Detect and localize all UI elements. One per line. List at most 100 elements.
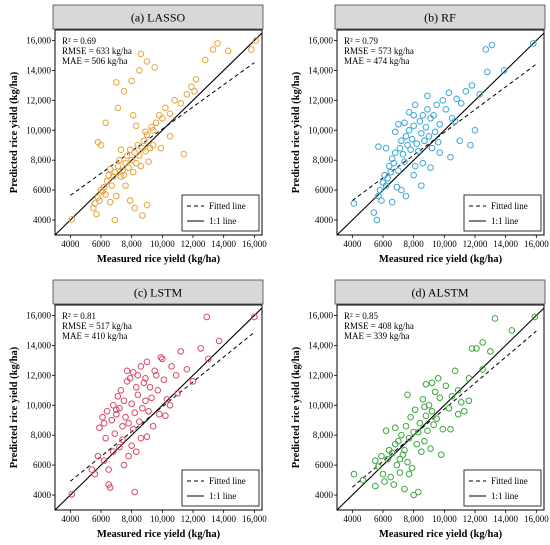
data-point — [479, 366, 486, 373]
data-point — [482, 46, 490, 53]
x-tick-label: 12,000 — [181, 239, 206, 249]
data-point — [395, 437, 402, 445]
stat-line: RMSE = 408 kg/ha — [344, 321, 414, 331]
data-point — [162, 412, 169, 420]
y-tick-label: 12,000 — [26, 370, 51, 380]
data-point — [398, 186, 405, 194]
x-tick-label: 8,000 — [122, 514, 143, 524]
data-point — [224, 47, 232, 55]
data-point — [131, 204, 139, 212]
data-point — [142, 128, 149, 136]
data-point — [126, 146, 134, 154]
panel-title: (a) LASSO — [131, 11, 186, 25]
data-point — [428, 144, 436, 152]
data-point — [120, 397, 128, 405]
data-point — [90, 204, 97, 212]
data-point — [428, 407, 436, 415]
data-point — [382, 427, 390, 434]
data-point — [370, 209, 378, 216]
x-tick-label: 6000 — [92, 239, 111, 249]
data-point — [419, 111, 427, 119]
data-point — [159, 114, 166, 122]
data-point — [372, 482, 379, 490]
data-point — [134, 372, 142, 379]
data-point — [111, 216, 119, 224]
data-point — [183, 91, 191, 98]
data-point — [424, 106, 431, 113]
data-point — [149, 422, 157, 430]
data-point — [94, 452, 102, 460]
data-point — [465, 375, 473, 382]
stat-line: MAE = 506 kg/ha — [62, 56, 127, 66]
y-tick-label: 4000 — [315, 215, 334, 225]
panel-title-bar — [334, 279, 546, 305]
data-point — [103, 177, 111, 185]
data-point — [424, 427, 431, 434]
panel-title: (c) LSTM — [134, 286, 183, 300]
panel-title-bar — [334, 4, 546, 30]
y-tick-label: 6000 — [33, 185, 52, 195]
data-point — [109, 173, 117, 180]
y-tick-label: 14,000 — [26, 65, 51, 75]
data-point — [143, 58, 151, 65]
stat-line: MAE = 339 kg/ha — [344, 331, 409, 341]
data-point — [102, 191, 109, 198]
data-point — [117, 146, 125, 154]
legend-fitted-label: Fitted line — [491, 201, 528, 211]
data-point — [109, 448, 117, 455]
data-point — [410, 491, 417, 499]
data-point — [106, 165, 114, 173]
data-point — [425, 132, 433, 140]
data-point — [396, 455, 404, 463]
data-point — [191, 88, 198, 95]
data-point — [252, 37, 260, 44]
data-point — [439, 425, 447, 433]
data-point — [108, 416, 116, 424]
data-point — [131, 149, 139, 157]
data-point — [401, 485, 408, 493]
data-point — [401, 158, 408, 165]
x-tick-label: 6000 — [374, 239, 393, 249]
data-point — [427, 164, 434, 171]
data-point — [111, 430, 119, 437]
data-point — [388, 449, 396, 457]
data-point — [126, 197, 134, 204]
stat-line: RMSE = 633 kg/ha — [62, 46, 132, 56]
data-point — [388, 198, 396, 206]
data-point — [483, 68, 491, 76]
fitted-line — [352, 330, 537, 488]
one-to-one-line — [337, 32, 544, 235]
data-point — [445, 404, 453, 412]
legend-box — [181, 469, 260, 507]
data-point — [468, 345, 476, 352]
data-point — [149, 126, 157, 134]
data-point — [126, 375, 134, 382]
data-point — [350, 200, 358, 207]
data-point — [410, 171, 417, 179]
data-point — [163, 395, 171, 403]
data-point — [172, 372, 180, 379]
x-tick-label: 14,000 — [211, 514, 236, 524]
legend-fitted-label: Fitted line — [491, 476, 528, 486]
x-tick-label: 16,000 — [524, 514, 549, 524]
stat-line: R² = 0.69 — [62, 36, 97, 46]
data-point — [454, 386, 462, 394]
y-axis-label: Predicted rice yield (kg/ha) — [9, 71, 20, 193]
data-point — [142, 375, 149, 382]
data-point — [146, 383, 154, 391]
data-point — [414, 428, 422, 436]
y-tick-label: 4000 — [33, 215, 52, 225]
data-point — [390, 481, 398, 488]
data-point — [159, 355, 166, 363]
data-point — [405, 470, 413, 478]
data-point — [376, 186, 384, 194]
data-point — [390, 159, 398, 167]
data-point — [129, 425, 137, 433]
data-point — [171, 97, 178, 104]
data-point — [431, 128, 439, 136]
data-point — [139, 404, 146, 412]
data-point — [375, 192, 382, 200]
x-tick-label: 10,000 — [150, 514, 175, 524]
legend-one-to-one-label: 1:1 line — [491, 491, 518, 501]
data-point — [488, 41, 496, 49]
